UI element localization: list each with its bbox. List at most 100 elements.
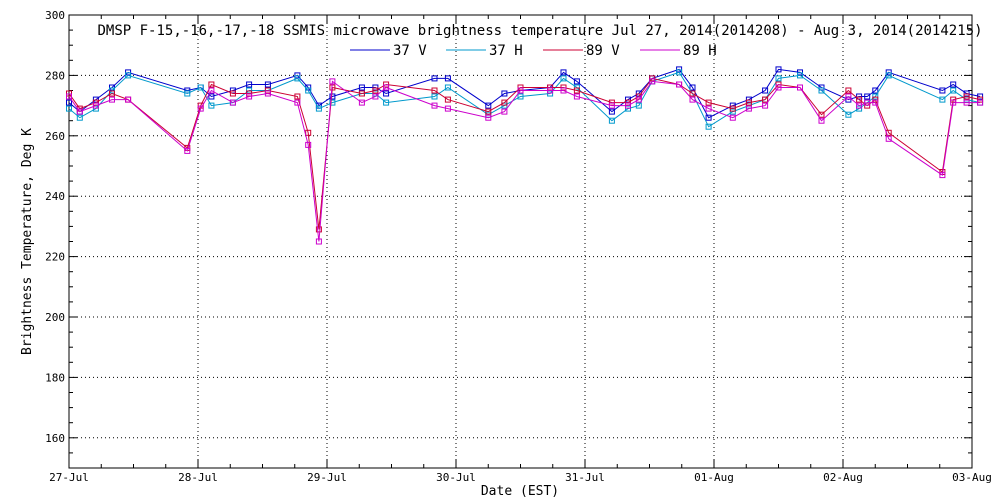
data-point (66, 105, 72, 112)
x-tick-label: 31-Jul (565, 471, 605, 484)
data-point (560, 69, 567, 76)
data-point (963, 93, 970, 100)
data-point (358, 99, 365, 106)
data-point (76, 114, 83, 121)
data-point (762, 102, 769, 109)
data-point (372, 87, 379, 94)
data-point (125, 96, 132, 103)
x-axis-title: Date (EST) (481, 484, 559, 499)
data-point (608, 102, 615, 109)
data-point (444, 84, 451, 91)
data-point (208, 87, 215, 94)
data-point (358, 90, 365, 97)
data-point (762, 96, 769, 103)
y-tick-label: 240 (45, 190, 65, 203)
data-point (939, 87, 946, 94)
data-point (797, 84, 803, 91)
y-tick-label: 280 (45, 69, 65, 82)
chart-title: DMSP F-15,-16,-17,-18 SSMIS microwave br… (97, 23, 982, 39)
data-point (501, 99, 508, 106)
data-point (625, 102, 631, 109)
data-point (501, 90, 508, 97)
y-axis-title: Brightness Temperature, Deg K (20, 128, 35, 355)
data-point (676, 81, 683, 88)
data-point (729, 114, 736, 121)
grid (69, 15, 972, 468)
data-point (329, 78, 336, 85)
data-point (635, 102, 642, 109)
legend-label: 37 V (393, 43, 427, 59)
series-group (66, 78, 984, 245)
data-point (383, 90, 390, 97)
data-point (689, 84, 696, 91)
series-line (68, 77, 981, 230)
data-point (444, 105, 451, 112)
data-point (635, 96, 642, 103)
data-point (315, 105, 322, 112)
data-point (775, 84, 782, 91)
data-point (676, 69, 683, 76)
data-point (745, 105, 752, 112)
series-line (68, 80, 981, 242)
data-series (66, 66, 984, 245)
data-point (950, 99, 957, 106)
data-point (705, 114, 712, 121)
data-point (383, 84, 390, 91)
data-point (872, 99, 879, 106)
data-point (431, 102, 438, 109)
data-point (229, 99, 236, 106)
x-tick-label: 29-Jul (307, 471, 347, 484)
data-point (649, 78, 656, 85)
data-point (608, 117, 615, 124)
data-point (705, 123, 712, 130)
x-tick-label: 01-Aug (694, 471, 734, 484)
data-point (92, 102, 99, 109)
data-point (485, 114, 492, 121)
y-tick-label: 200 (45, 311, 65, 324)
data-point (264, 90, 271, 97)
data-point (517, 93, 524, 100)
data-point (856, 102, 863, 109)
legend-label: 89 V (586, 43, 620, 59)
data-point (939, 96, 946, 103)
data-point (939, 172, 946, 179)
data-point (246, 81, 253, 88)
x-tick-label: 27-Jul (49, 471, 89, 484)
data-point (383, 99, 390, 106)
data-point (573, 78, 580, 85)
data-point (485, 102, 492, 109)
data-point (372, 93, 379, 100)
legend-label: 37 H (489, 43, 523, 59)
data-point (197, 105, 204, 112)
data-point (797, 72, 803, 79)
data-point (431, 87, 438, 94)
data-point (208, 81, 215, 88)
data-point (208, 102, 215, 109)
data-point (294, 93, 301, 100)
data-point (184, 147, 191, 154)
y-tick-label: 160 (45, 432, 65, 445)
data-point (294, 99, 301, 106)
data-point (305, 87, 312, 94)
data-point (184, 90, 191, 97)
data-point (444, 75, 451, 82)
y-tick-label: 300 (45, 9, 65, 22)
data-point (197, 84, 204, 91)
series-line (68, 71, 981, 128)
data-point (689, 90, 696, 97)
data-point (329, 93, 336, 100)
data-point (856, 96, 863, 103)
data-point (517, 87, 524, 94)
data-point (689, 96, 696, 103)
y-tick-label: 260 (45, 130, 65, 143)
x-tick-label: 28-Jul (178, 471, 218, 484)
data-point (109, 96, 115, 103)
data-point (729, 105, 736, 112)
data-point (66, 93, 72, 100)
data-point (560, 87, 567, 94)
data-point (431, 75, 438, 82)
data-point (977, 99, 984, 106)
data-point (818, 111, 825, 118)
